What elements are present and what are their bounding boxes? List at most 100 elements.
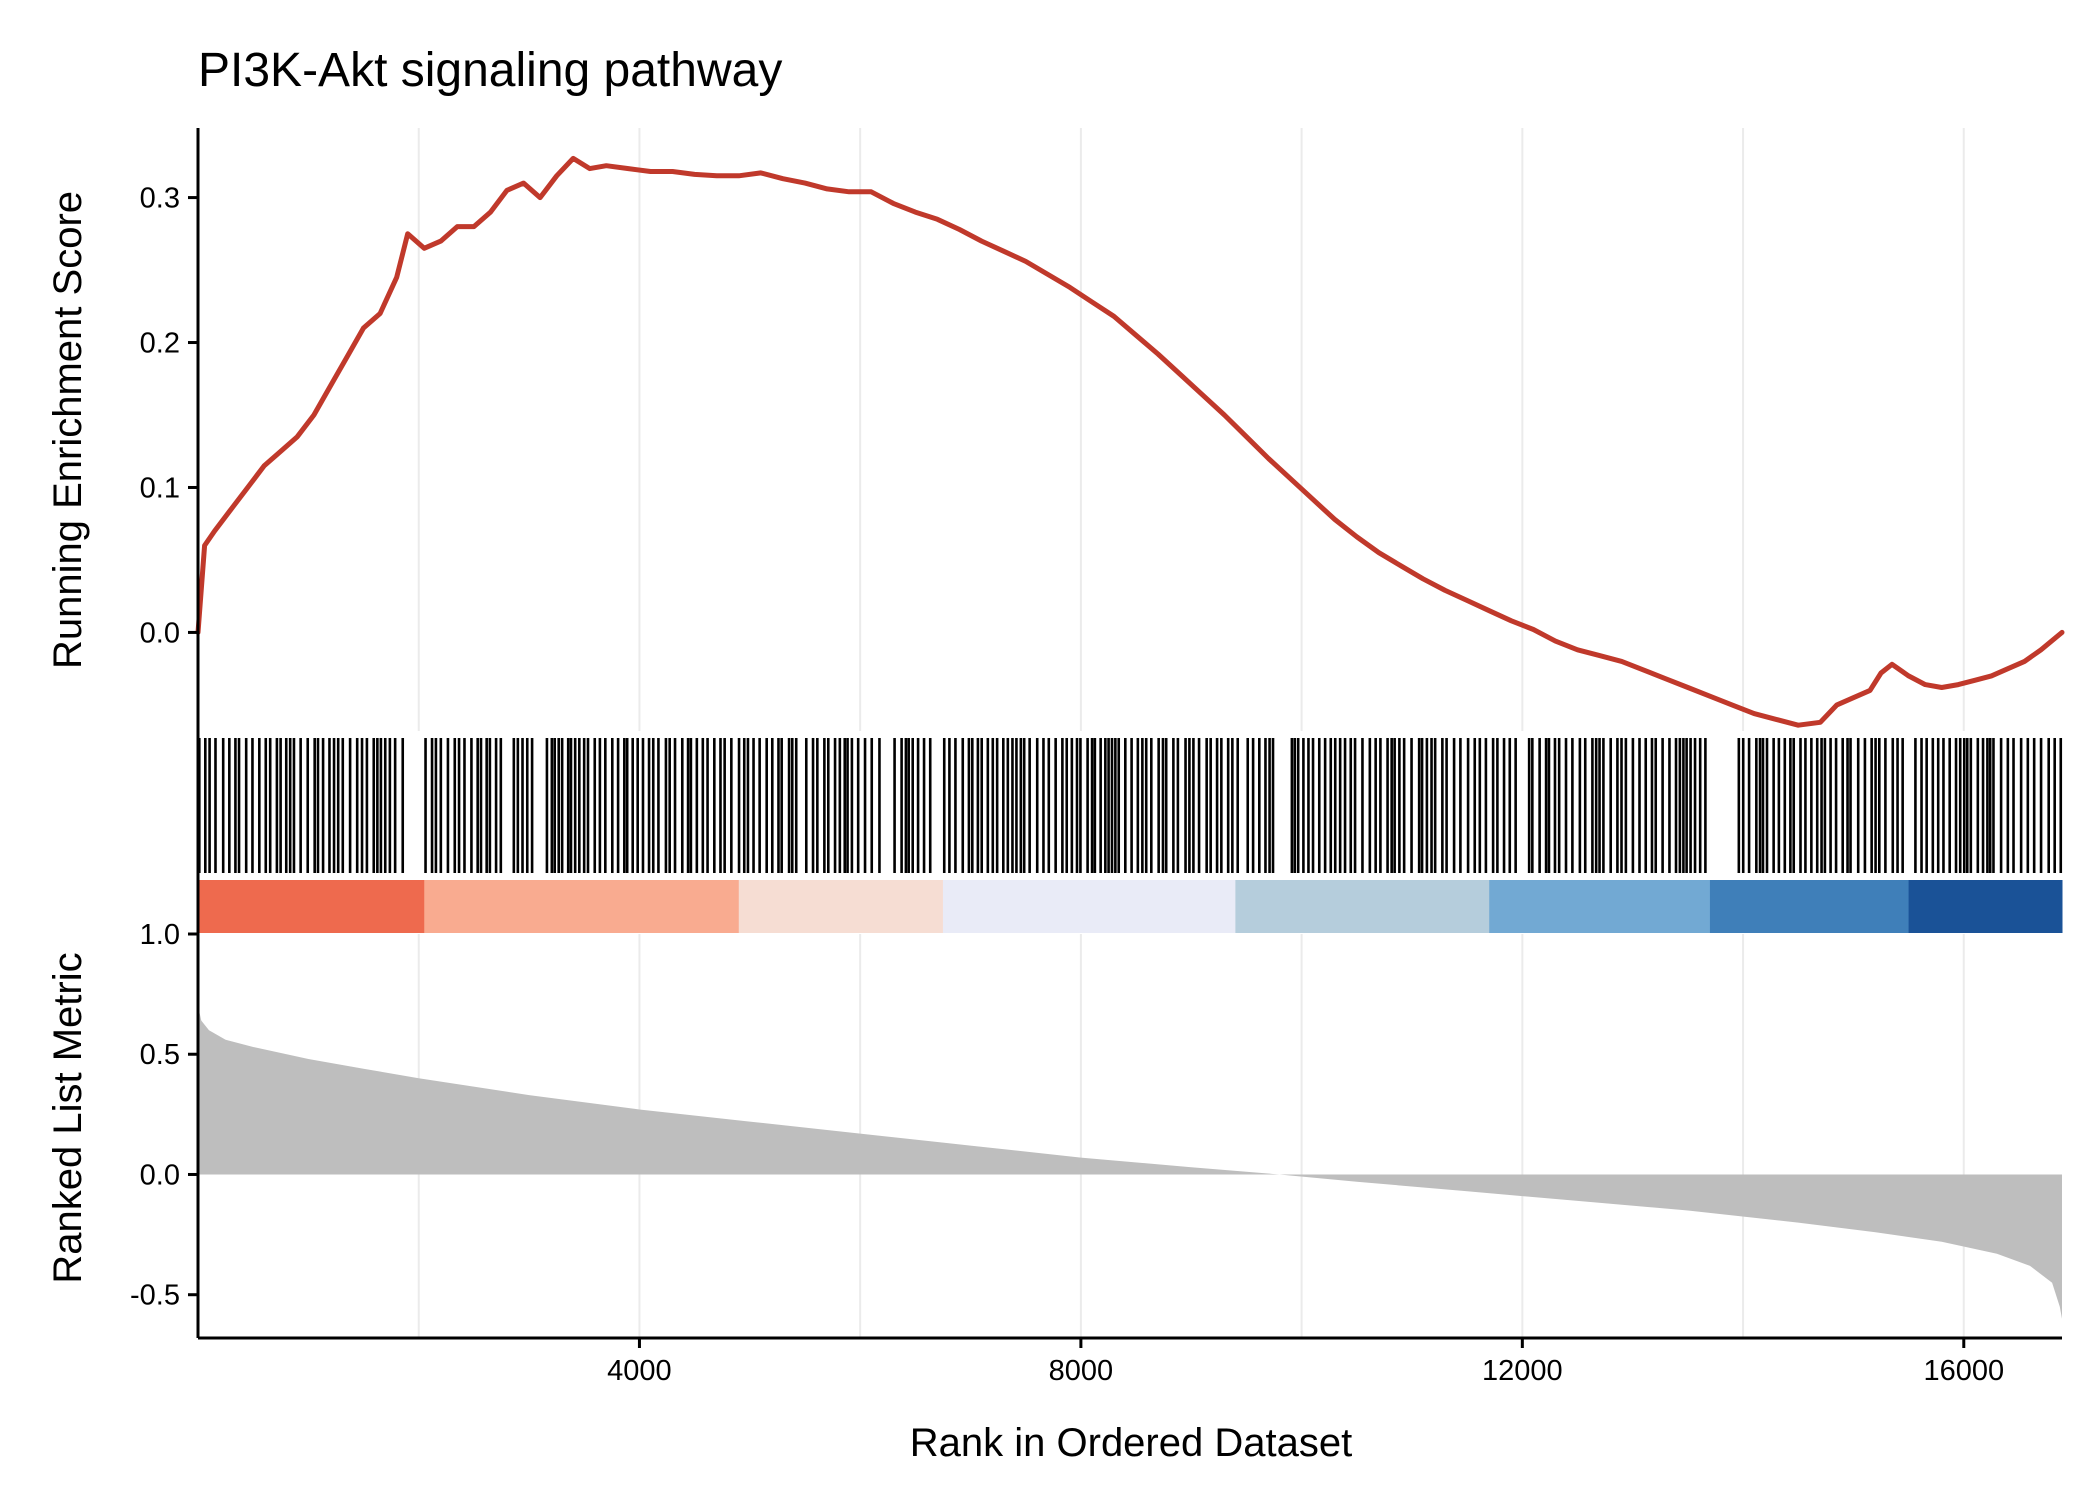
color-bar-segment	[198, 880, 425, 933]
gene-hit-tick	[758, 738, 761, 873]
ranked-list-metric-area	[198, 1006, 2062, 1319]
gene-hit-tick	[1965, 738, 1969, 873]
gene-hit-tick	[1107, 738, 1110, 873]
gene-hit-tick	[530, 738, 534, 873]
gene-hit-tick	[1591, 738, 1594, 873]
gene-hit-tick	[1698, 738, 1702, 873]
gene-hit-tick	[1874, 738, 1877, 873]
y-tick-label: 0.0	[140, 1159, 180, 1191]
gene-hit-tick	[1425, 738, 1429, 873]
gene-hit-tick	[1616, 738, 1619, 873]
gene-hit-tick	[686, 738, 690, 873]
gene-hit-tick	[1668, 738, 1671, 873]
gene-hit-tick	[1969, 738, 1973, 873]
gene-hit-tick	[790, 738, 794, 873]
gene-hit-tick	[737, 738, 741, 873]
gene-hit-tick	[1065, 738, 1069, 873]
gene-hit-tick	[1124, 738, 1127, 873]
gene-hit-tick	[1349, 738, 1353, 873]
gene-hit-tick	[1914, 738, 1917, 873]
gene-hit-tick	[1019, 738, 1023, 873]
gene-hit-tick	[1054, 738, 1057, 873]
gene-hit-tick	[1047, 738, 1051, 873]
gene-hit-tick	[516, 738, 520, 873]
chart-title: PI3K-Akt signaling pathway	[198, 44, 782, 97]
gene-hit-tick	[1317, 738, 1321, 873]
gene-hit-tick	[838, 738, 842, 873]
gene-hit-tick	[713, 738, 716, 873]
gene-hit-tick	[299, 738, 302, 873]
gene-hit-tick	[1804, 738, 1807, 873]
gene-hit-tick	[1602, 738, 1605, 873]
gene-hit-tick	[228, 738, 231, 873]
gene-hit-tick	[1674, 738, 1678, 873]
gene-hit-tick	[1992, 738, 1995, 873]
color-bar-segment	[1489, 880, 1711, 933]
gene-hit-tick	[673, 738, 677, 873]
gene-hit-tick	[453, 738, 457, 873]
gene-hit-tick	[870, 738, 874, 873]
gene-hit-tick	[316, 738, 320, 873]
gene-hit-tick	[288, 738, 292, 873]
gene-hit-tick	[1884, 738, 1887, 873]
gene-hit-tick	[1042, 738, 1045, 873]
gene-hit-tick	[560, 738, 564, 873]
gene-hit-tick	[1220, 738, 1223, 873]
gene-hit-tick	[1093, 738, 1097, 873]
gene-hit-tick	[446, 738, 450, 873]
color-bar-segment	[738, 880, 944, 933]
gene-hit-tick	[1459, 738, 1462, 873]
y-axis-title-ranked-metric: Ranked List Metric	[46, 952, 90, 1283]
gene-hit-tick	[780, 738, 783, 873]
gene-hit-tick	[1538, 738, 1541, 873]
running-enrichment-score-line	[195, 155, 2065, 728]
gene-hit-tick	[647, 738, 651, 873]
gene-hit-tick	[476, 738, 479, 873]
gene-hit-tick	[1820, 738, 1823, 873]
gene-hit-tick	[1661, 738, 1664, 873]
gene-hit-tick	[313, 738, 316, 873]
gene-hit-tick	[856, 738, 860, 873]
gene-hit-tick	[1870, 738, 1873, 873]
gene-hit-tick	[569, 738, 573, 873]
gene-hit-tick	[1215, 738, 1219, 873]
gene-hit-tick	[1311, 738, 1315, 873]
gene-hit-tick	[878, 738, 881, 873]
gene-hit-tick	[826, 738, 830, 873]
gene-hit-tick	[816, 738, 819, 873]
gene-hit-tick	[2019, 738, 2023, 873]
y-tick-label: 0.3	[140, 183, 180, 215]
gene-hit-tick	[1761, 738, 1765, 873]
gene-hit-tick	[365, 738, 369, 873]
gene-hit-tick	[1141, 738, 1144, 873]
gene-hit-tick	[1197, 738, 1201, 873]
gene-hit-tick	[1386, 738, 1389, 873]
enrichment-y-axis: 0.0 0.1 0.2 0.3	[140, 183, 198, 649]
gene-hit-ticks	[198, 738, 2063, 873]
gene-hit-tick	[2039, 738, 2043, 873]
gene-hit-tick	[439, 738, 443, 873]
gene-hit-tick	[961, 738, 965, 873]
gene-hit-tick	[719, 738, 722, 873]
x-tick-label: 8000	[1049, 1355, 1114, 1387]
gene-hit-tick	[1015, 738, 1018, 873]
gene-hit-tick	[787, 738, 791, 873]
gene-hit-tick	[1090, 738, 1094, 873]
gene-hit-tick	[1920, 738, 1923, 873]
gene-hit-tick	[279, 738, 282, 873]
gene-hit-tick	[730, 738, 733, 873]
gene-hit-tick	[1491, 738, 1495, 873]
gene-hit-tick	[1290, 738, 1294, 873]
gene-hit-tick	[1402, 738, 1406, 873]
gene-hit-tick	[2047, 738, 2051, 873]
gene-hit-tick	[742, 738, 746, 873]
gene-hit-tick	[928, 738, 932, 873]
gene-hit-tick	[1976, 738, 1980, 873]
gene-hit-tick	[1789, 738, 1792, 873]
gene-hit-tick	[1638, 738, 1641, 873]
gene-hit-tick	[485, 738, 488, 873]
gene-hit-tick	[376, 738, 379, 873]
gene-hit-tick	[479, 738, 483, 873]
gene-hit-tick	[706, 738, 709, 873]
gene-hit-tick	[1079, 738, 1082, 873]
